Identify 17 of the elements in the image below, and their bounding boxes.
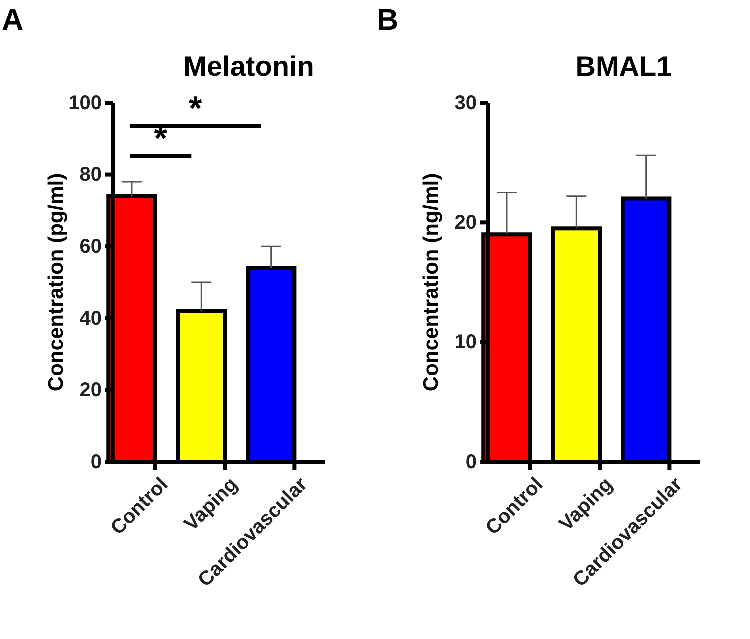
y-tick-label: 30 [454,92,477,114]
chart-title: Melatonin [184,51,314,82]
y-tick-label: 0 [90,451,102,474]
y-tick-label: 0 [466,451,477,474]
y-axis-title: Concentration (pg/ml) [45,173,68,392]
text: A [2,4,24,37]
text: B [377,4,399,37]
y-tick-label: 20 [80,380,102,402]
y-tick-label: 40 [80,308,102,330]
y-tick-label: 100 [68,92,102,114]
y-tick-label: 10 [454,332,477,354]
y-tick-label: 80 [80,164,102,186]
y-tick-label: 60 [80,236,102,258]
annotation: * [189,90,204,128]
y-tick-label: 20 [454,212,477,234]
y-axis-title: Concentration (ng/ml) [420,173,443,392]
chart-title: BMAL1 [576,51,672,82]
